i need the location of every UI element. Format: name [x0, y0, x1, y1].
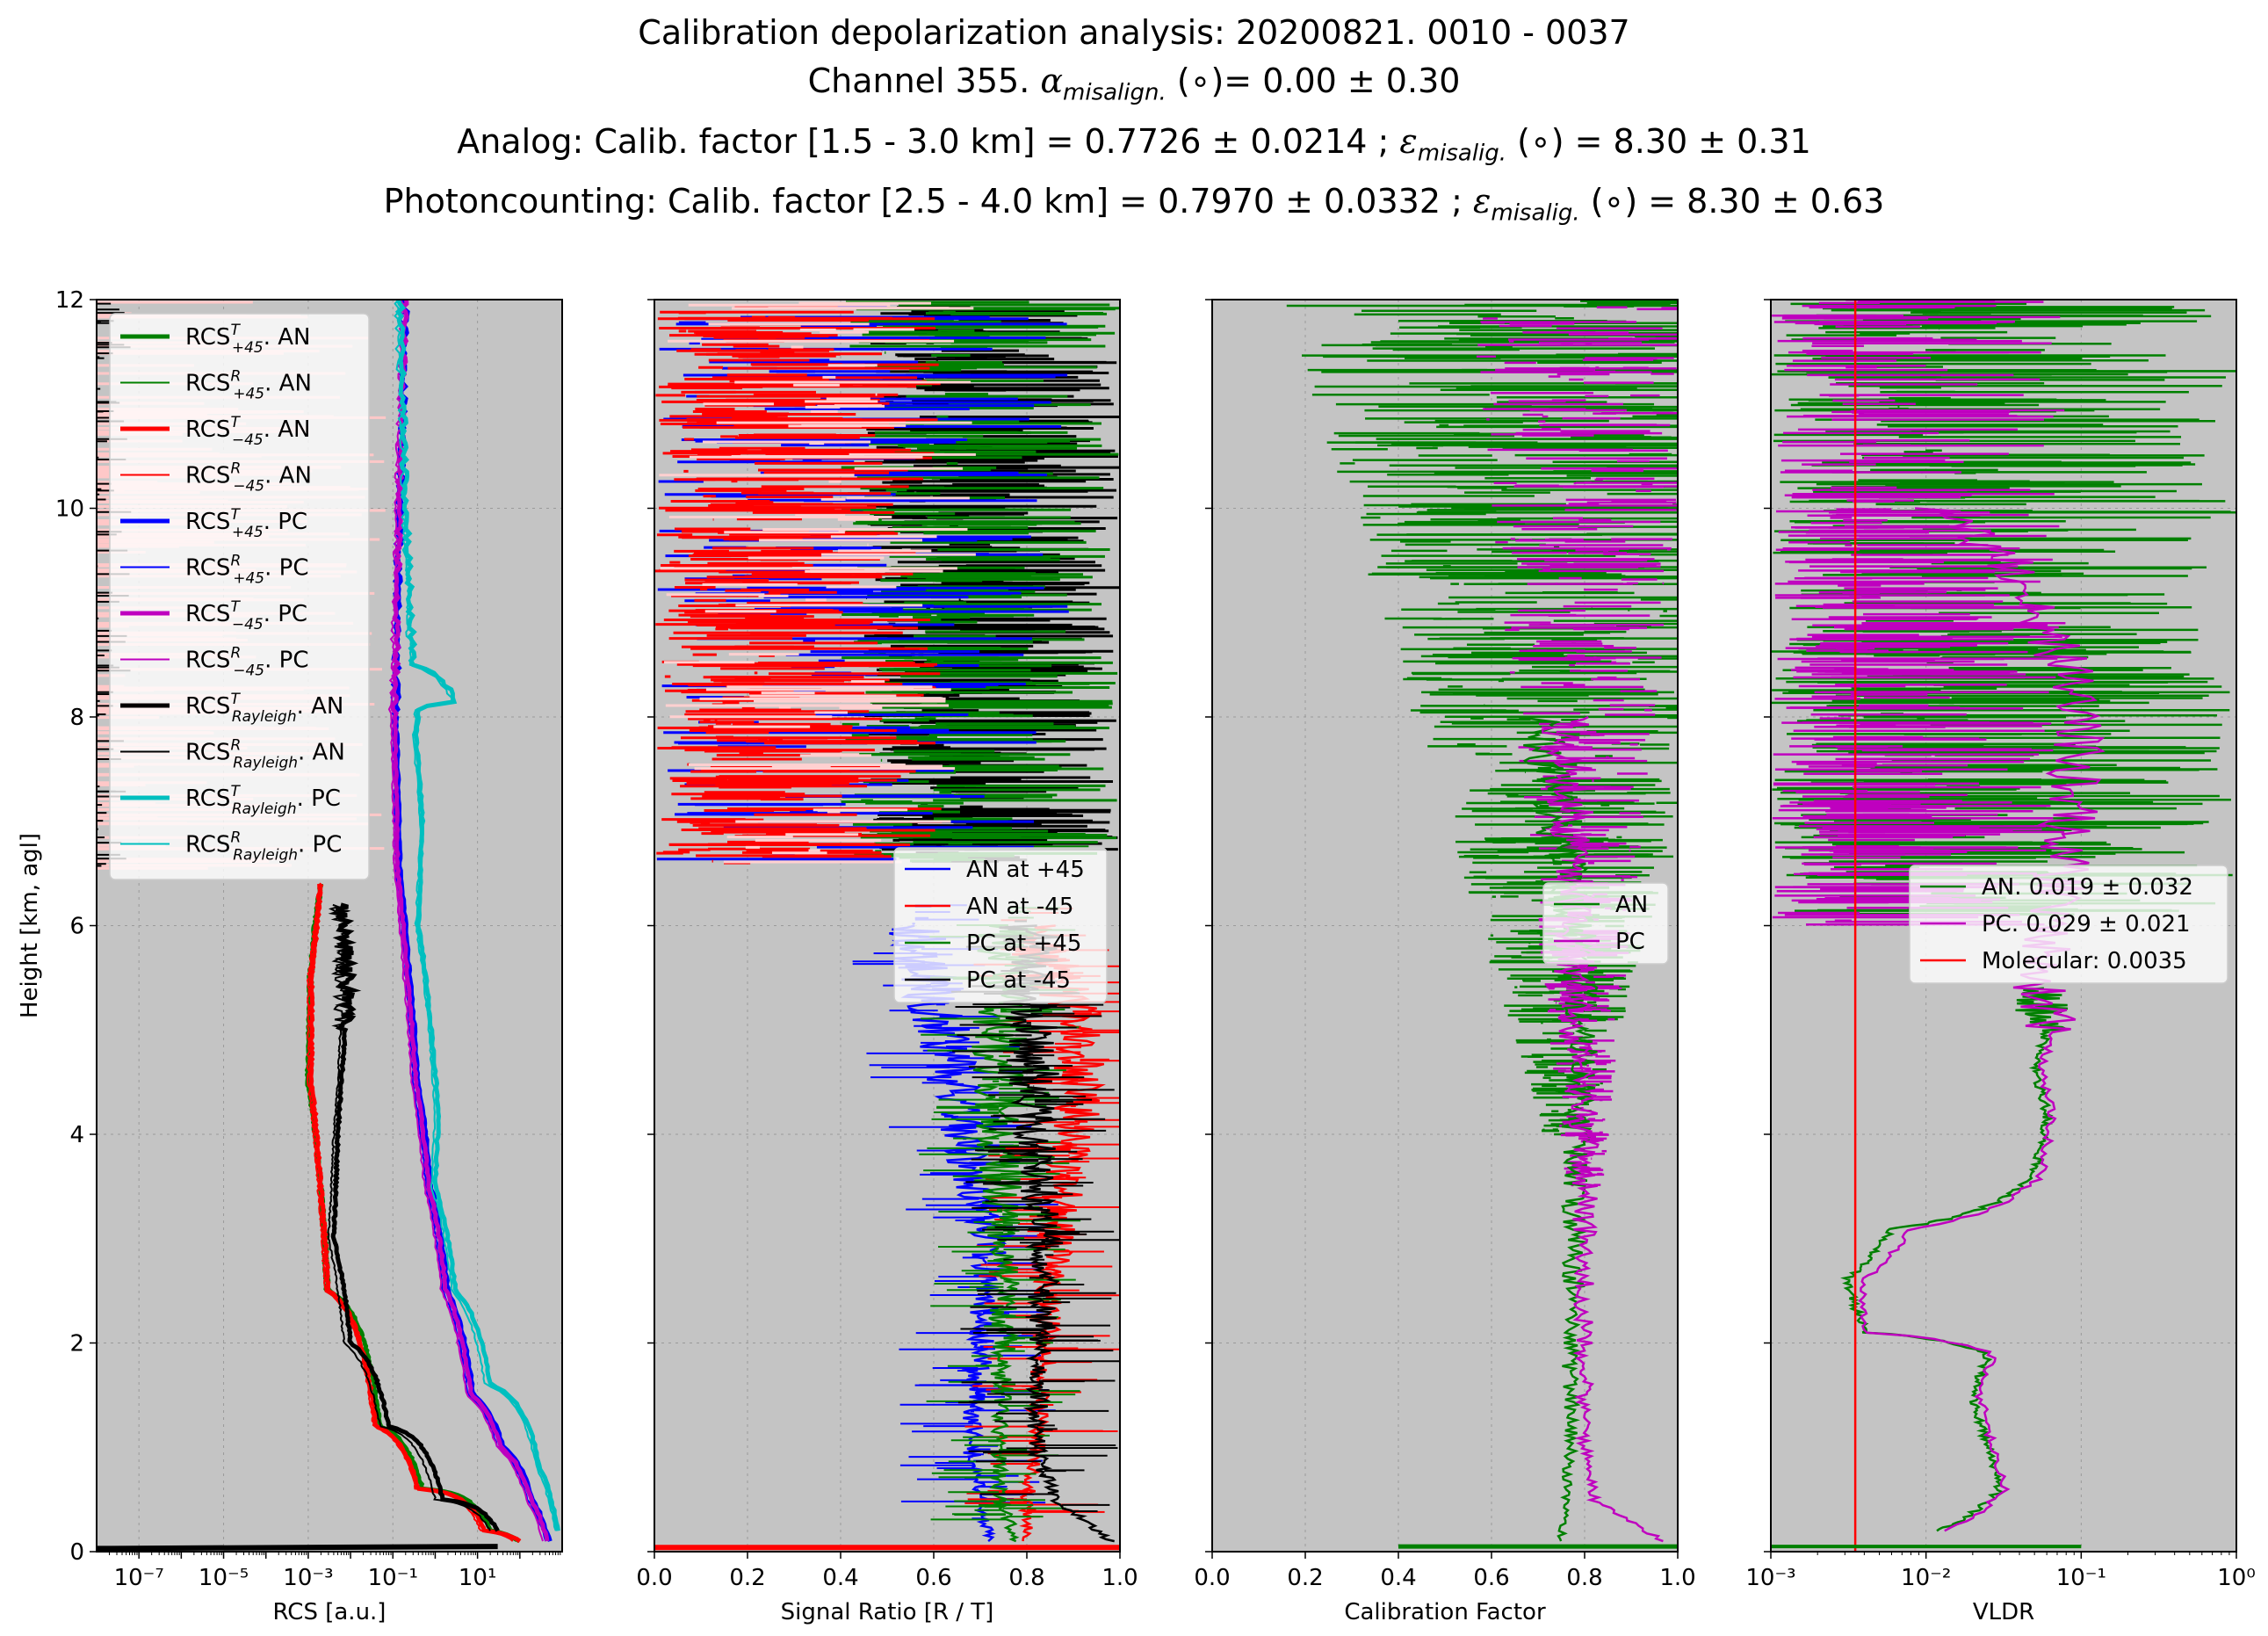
sr-legend-label: AN at -45: [966, 894, 1073, 920]
vldr-xtick-label: 10⁻¹: [2056, 1565, 2106, 1591]
rcs-legend-label: RCST Rayleigh. AN: [185, 691, 343, 726]
title-line-2: Channel 355. αmisalign. (∘)= 0.00 ± 0.30: [807, 62, 1461, 106]
rcs-xtick-label: 10⁻⁷: [114, 1565, 164, 1591]
vldr-xtick-label: 10⁻²: [1901, 1565, 1951, 1591]
rcs-legend-label: RCSR +45. AN: [185, 368, 312, 403]
vldr-xlabel: VLDR: [1973, 1599, 2034, 1625]
rcs-series-10: [394, 300, 560, 1531]
cf-legend-box: [1542, 882, 1669, 965]
cf-xtick-label: 1.0: [1659, 1565, 1695, 1591]
sr-legend-label: PC at +45: [966, 930, 1081, 957]
rcs-legend-label: RCST −45. AN: [185, 414, 310, 449]
sr-series-3: [999, 924, 1115, 1543]
rcs-series-9: [327, 903, 491, 1531]
rcs-legend-label: RCST −45. PC: [185, 598, 307, 633]
rcs-series-11: [394, 300, 557, 1531]
rcs-series-3: [306, 884, 514, 1542]
rcs-ytick-label: 8: [69, 705, 84, 731]
sr-xlabel: Signal Ratio [R / T]: [781, 1599, 994, 1625]
sr-legend: AN at +45 AN at -45 PC at +45 PC at -45: [893, 847, 1108, 1003]
cf-series-0: [1519, 715, 1599, 1542]
sr-series-2: [971, 924, 1038, 1543]
rcs-xtick-label: 10⁻¹: [368, 1565, 418, 1591]
rcs-ytick-label: 12: [55, 287, 84, 314]
rcs-series-7: [387, 300, 544, 1542]
cf-legend: AN PC: [1542, 882, 1669, 965]
rcs-series-8: [328, 902, 500, 1532]
vldr-series-1: [1858, 507, 2105, 1532]
rcs-legend-label: RCST +45. PC: [185, 506, 307, 541]
rcs-series-2: [307, 882, 522, 1544]
rcs-legend-label: RCSR Rayleigh. AN: [185, 737, 345, 772]
rcs-ground-spike: [97, 1544, 498, 1552]
rcs-xtick-label: 10¹: [459, 1565, 497, 1591]
rcs-legend-label: RCSR −45. AN: [185, 460, 312, 496]
title-line-1: Calibration depolarization analysis: 202…: [638, 13, 1630, 52]
sr-series-0: [889, 924, 1008, 1543]
sr-xtick-label: 0.4: [822, 1565, 858, 1591]
sr-xtick-label: 0.6: [915, 1565, 951, 1591]
cf-xtick-label: 0.6: [1473, 1565, 1509, 1591]
vldr-legend-label: PC. 0.029 ± 0.021: [1982, 911, 2191, 937]
rcs-ytick-label: 4: [69, 1122, 84, 1148]
sr-xtick-label: 0.2: [729, 1565, 765, 1591]
vldr-xtick-label: 10⁻³: [1745, 1565, 1795, 1591]
sr-xtick-label: 0.8: [1008, 1565, 1044, 1591]
rcs-legend-label: RCSR +45. PC: [185, 553, 309, 588]
rcs-ytick-label: 0: [69, 1539, 84, 1566]
sr-legend-box: [893, 847, 1108, 1003]
sr-legend-label: PC at -45: [966, 967, 1071, 994]
sr-legend-label: AN at +45: [966, 857, 1085, 883]
rcs-series-6: [390, 300, 550, 1542]
sr-xtick-label: 1.0: [1101, 1565, 1138, 1591]
cf-xtick-label: 0.8: [1566, 1565, 1602, 1591]
rcs-ytick-label: 2: [69, 1331, 84, 1357]
title-line-3: Analog: Calib. factor [1.5 - 3.0 km] = 0…: [457, 121, 1811, 167]
vldr-legend-label: Molecular: 0.0035: [1982, 948, 2187, 974]
rcs-xtick-label: 10⁻⁵: [199, 1565, 249, 1591]
cf-series-1: [1541, 715, 1664, 1543]
cf-legend-label: AN: [1615, 892, 1648, 918]
vldr-series-0: [1840, 987, 2070, 1532]
rcs-xtick-label: 10⁻³: [283, 1565, 333, 1591]
cf-legend-label: PC: [1615, 929, 1645, 955]
vldr-legend: AN. 0.019 ± 0.032 PC. 0.029 ± 0.021 Molecu…: [1909, 865, 2228, 984]
rcs-legend-label: RCST Rayleigh. PC: [185, 783, 341, 818]
cf-xtick-label: 0.2: [1287, 1565, 1323, 1591]
vldr-xtick-label: 10⁰: [2217, 1565, 2256, 1591]
figure-title: Calibration depolarization analysis: 202…: [0, 9, 2268, 238]
rcs-ytick-label: 10: [55, 496, 84, 523]
title-line-4: Photoncounting: Calib. factor [2.5 - 4.0…: [383, 182, 1885, 227]
cf-plot-area: [1286, 300, 1678, 1549]
vldr-legend-box: [1909, 865, 2228, 984]
sr-xtick-label: 0.0: [636, 1565, 672, 1591]
rcs-xlabel: RCS [a.u.]: [273, 1599, 386, 1625]
rcs-legend-label: RCSR −45. PC: [185, 645, 309, 680]
rcs-legend: RCST +45. AN RCSR +45. AN RCST −45. AN RCSR −45…: [109, 313, 370, 880]
rcs-legend-label: RCST +45. AN: [185, 322, 310, 357]
sr-plot-area: [654, 300, 1120, 1551]
cf-xlabel: Calibration Factor: [1344, 1599, 1546, 1625]
cf-xtick-label: 0.0: [1194, 1565, 1230, 1591]
vldr-legend-label: AN. 0.019 ± 0.032: [1982, 874, 2193, 901]
rcs-legend-box: [109, 313, 370, 880]
rcs-ytick-label: 6: [69, 914, 84, 940]
cf-xtick-label: 0.4: [1380, 1565, 1416, 1591]
rcs-ylabel: Height [km, agl]: [17, 833, 43, 1018]
rcs-legend-label: RCSR Rayleigh. PC: [185, 829, 342, 865]
